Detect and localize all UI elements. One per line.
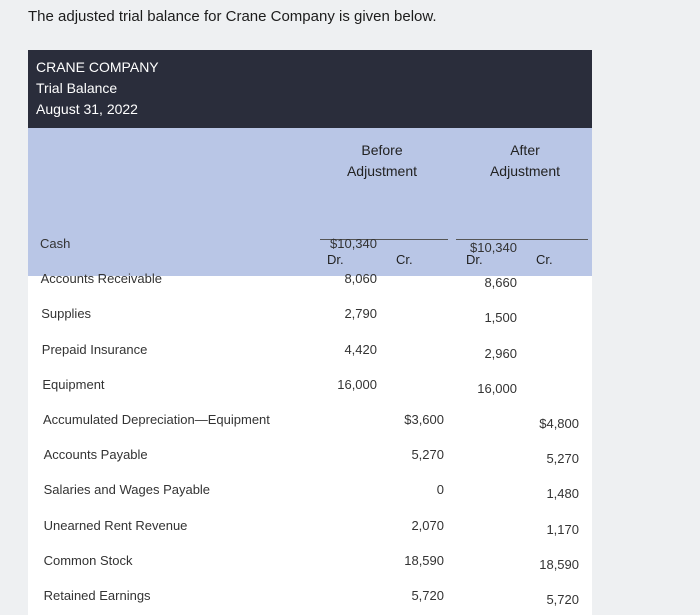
statement-title: Trial Balance	[36, 80, 118, 96]
before-cr-value: 5,720	[411, 588, 444, 603]
account-name: Salaries and Wages Payable	[43, 482, 211, 498]
before-dr-value: $10,340	[330, 236, 377, 251]
before-cr-value: 2,070	[411, 517, 444, 533]
before-cr-value: 0	[436, 482, 444, 498]
before-dr-value: 8,060	[344, 271, 377, 287]
before-dr-value: 16,000	[337, 376, 377, 392]
account-name: Prepaid Insurance	[41, 341, 148, 357]
before-cr-label: Cr.	[396, 252, 413, 267]
account-name: Accumulated Depreciation—Equipment	[43, 412, 270, 427]
after-divider	[456, 239, 588, 240]
before-cr-value: 18,590	[404, 552, 444, 568]
before-cr-value: $3,600	[404, 412, 444, 427]
company-header: CRANE COMPANY Trial Balance August 31, 2…	[28, 50, 592, 128]
account-name: Retained Earnings	[43, 588, 151, 603]
account-name: Equipment	[42, 376, 105, 392]
account-name: Unearned Rent Revenue	[43, 517, 188, 533]
after-dr-value: 1,500	[484, 310, 517, 326]
before-cr-value: 5,270	[411, 447, 444, 463]
after-dr-value: 8,660	[484, 275, 517, 291]
after-cr-value: $4,800	[539, 416, 579, 431]
column-header: Before Adjustment After Adjustment Dr. C…	[28, 128, 592, 276]
after-cr-value: 18,590	[539, 556, 579, 572]
before-line2: Adjustment	[346, 163, 418, 179]
trial-balance-table: CRANE COMPANY Trial Balance August 31, 2…	[28, 50, 592, 615]
after-dr-value: $10,340	[470, 240, 517, 255]
statement-date: August 31, 2022	[36, 101, 138, 117]
intro-text: The adjusted trial balance for Crane Com…	[28, 8, 437, 25]
before-divider	[320, 239, 448, 240]
before-line1: Before	[361, 142, 403, 158]
account-name: Cash	[40, 236, 71, 251]
company-name: CRANE COMPANY	[36, 59, 159, 75]
after-cr-value: 1,170	[546, 521, 579, 537]
after-adjustment-header: After Adjustment	[460, 140, 590, 182]
account-name: Supplies	[41, 306, 92, 322]
after-line2: Adjustment	[489, 163, 561, 179]
before-adjustment-header: Before Adjustment	[320, 140, 444, 182]
after-dr-value: 16,000	[477, 380, 517, 396]
after-line1: After	[510, 142, 540, 158]
after-cr-value: 5,270	[546, 451, 579, 467]
before-dr-value: 2,790	[344, 306, 377, 322]
after-cr-value: 1,480	[546, 486, 579, 502]
after-dr-label: Dr.	[466, 252, 483, 267]
after-cr-value: 5,720	[546, 592, 579, 607]
account-name: Common Stock	[43, 552, 133, 568]
after-cr-label: Cr.	[536, 252, 553, 267]
before-dr-label: Dr.	[327, 252, 344, 267]
account-name: Accounts Receivable	[40, 271, 162, 287]
before-dr-value: 4,420	[344, 341, 377, 357]
account-name: Accounts Payable	[43, 447, 148, 463]
after-dr-value: 2,960	[484, 345, 517, 361]
